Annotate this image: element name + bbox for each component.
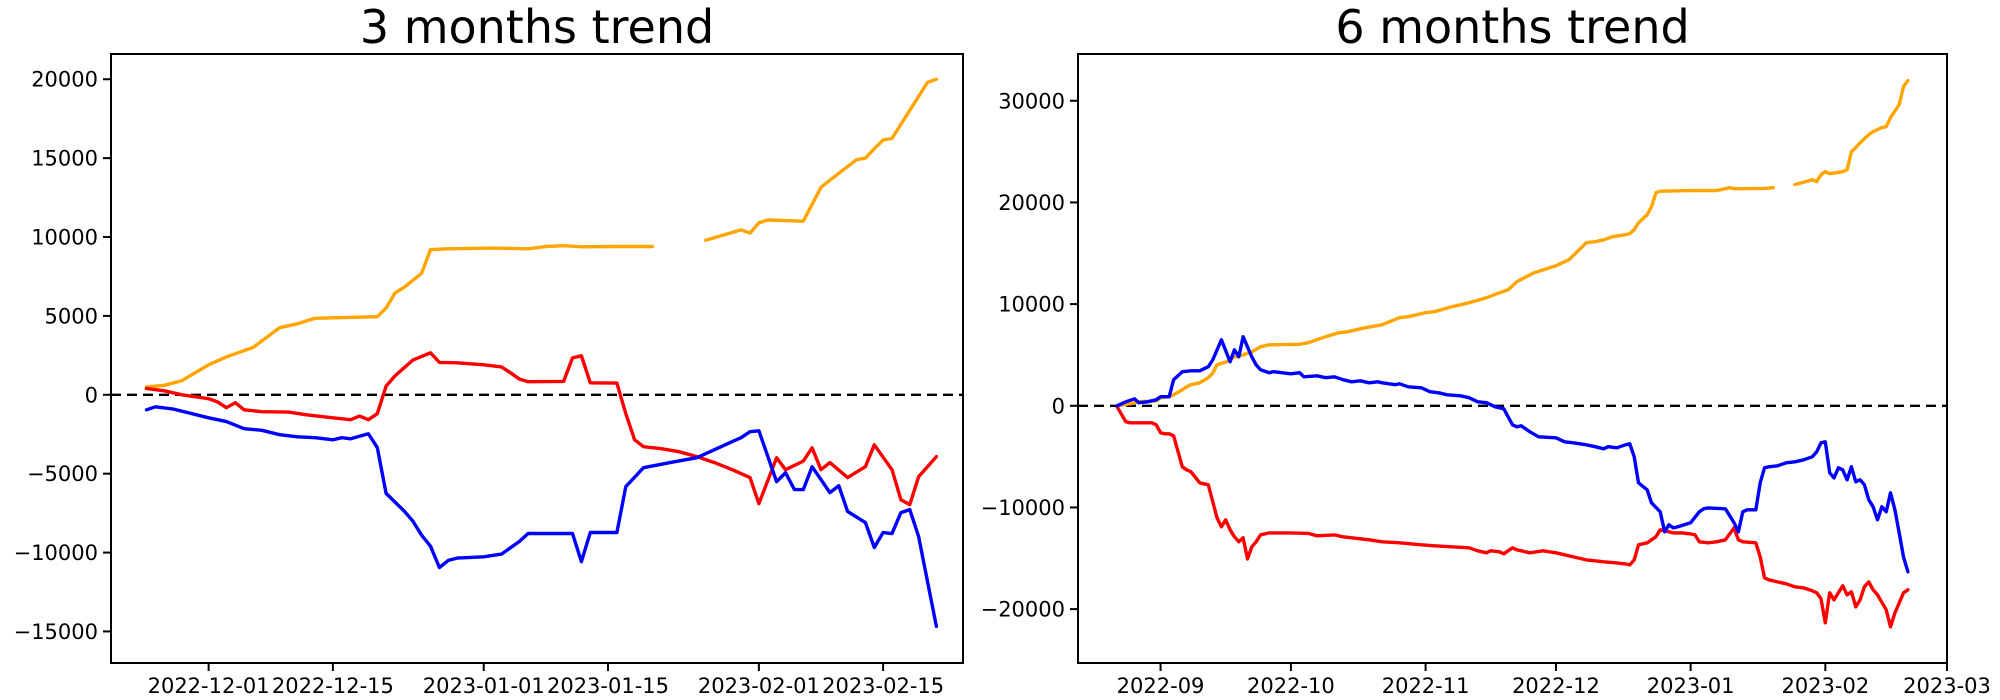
series-orange-line — [144, 243, 655, 389]
plot-border — [1077, 53, 1948, 664]
y-tick-label: 0 — [85, 383, 98, 407]
x-tick-label: 2023-01 — [1647, 674, 1735, 698]
x-tick-label: 2022-09 — [1117, 674, 1205, 698]
chart-title-3-months: 3 months trend — [359, 0, 715, 54]
x-tick-label: 2023-02-01 — [698, 674, 820, 698]
series-red-line — [1115, 405, 1910, 629]
chart-title-6-months: 6 months trend — [1335, 0, 1690, 54]
x-tick-label: 2022-12-15 — [272, 674, 394, 698]
series-orange-line — [1793, 78, 1910, 187]
x-tick-label: 2023-02-15 — [822, 674, 944, 698]
y-tick-label: 0 — [1052, 394, 1065, 418]
series-orange-line — [1115, 185, 1775, 408]
x-tick-label: 2023-01-15 — [547, 674, 669, 698]
series-blue-line — [1115, 335, 1910, 574]
y-tick-label: 10000 — [998, 293, 1065, 317]
x-tick-label: 2022-11 — [1382, 674, 1470, 698]
x-tick-label: 2022-12 — [1512, 674, 1600, 698]
y-tick-label: 30000 — [998, 89, 1065, 113]
y-tick-label: 20000 — [998, 191, 1065, 215]
y-tick-label: 10000 — [31, 226, 98, 250]
x-tick-label: 2022-12-01 — [148, 674, 270, 698]
y-tick-label: 5000 — [45, 304, 98, 328]
y-tick-label: −15000 — [14, 620, 98, 644]
y-tick-label: 15000 — [31, 147, 98, 171]
series-orange-line — [703, 77, 939, 242]
y-tick-label: −20000 — [981, 598, 1065, 622]
x-tick-label: 2022-10 — [1247, 674, 1335, 698]
x-tick-label: 2023-02 — [1781, 674, 1869, 698]
y-tick-label: −10000 — [981, 496, 1065, 520]
y-tick-label: −10000 — [14, 541, 98, 565]
y-tick-label: −5000 — [27, 462, 98, 486]
plot-border — [110, 53, 964, 664]
series-blue-line — [144, 405, 939, 629]
x-tick-label: 2023-01-01 — [423, 674, 545, 698]
y-tick-label: 20000 — [31, 68, 98, 92]
series-red-line — [144, 351, 939, 507]
x-tick-label: 2023-03 — [1903, 674, 1991, 698]
